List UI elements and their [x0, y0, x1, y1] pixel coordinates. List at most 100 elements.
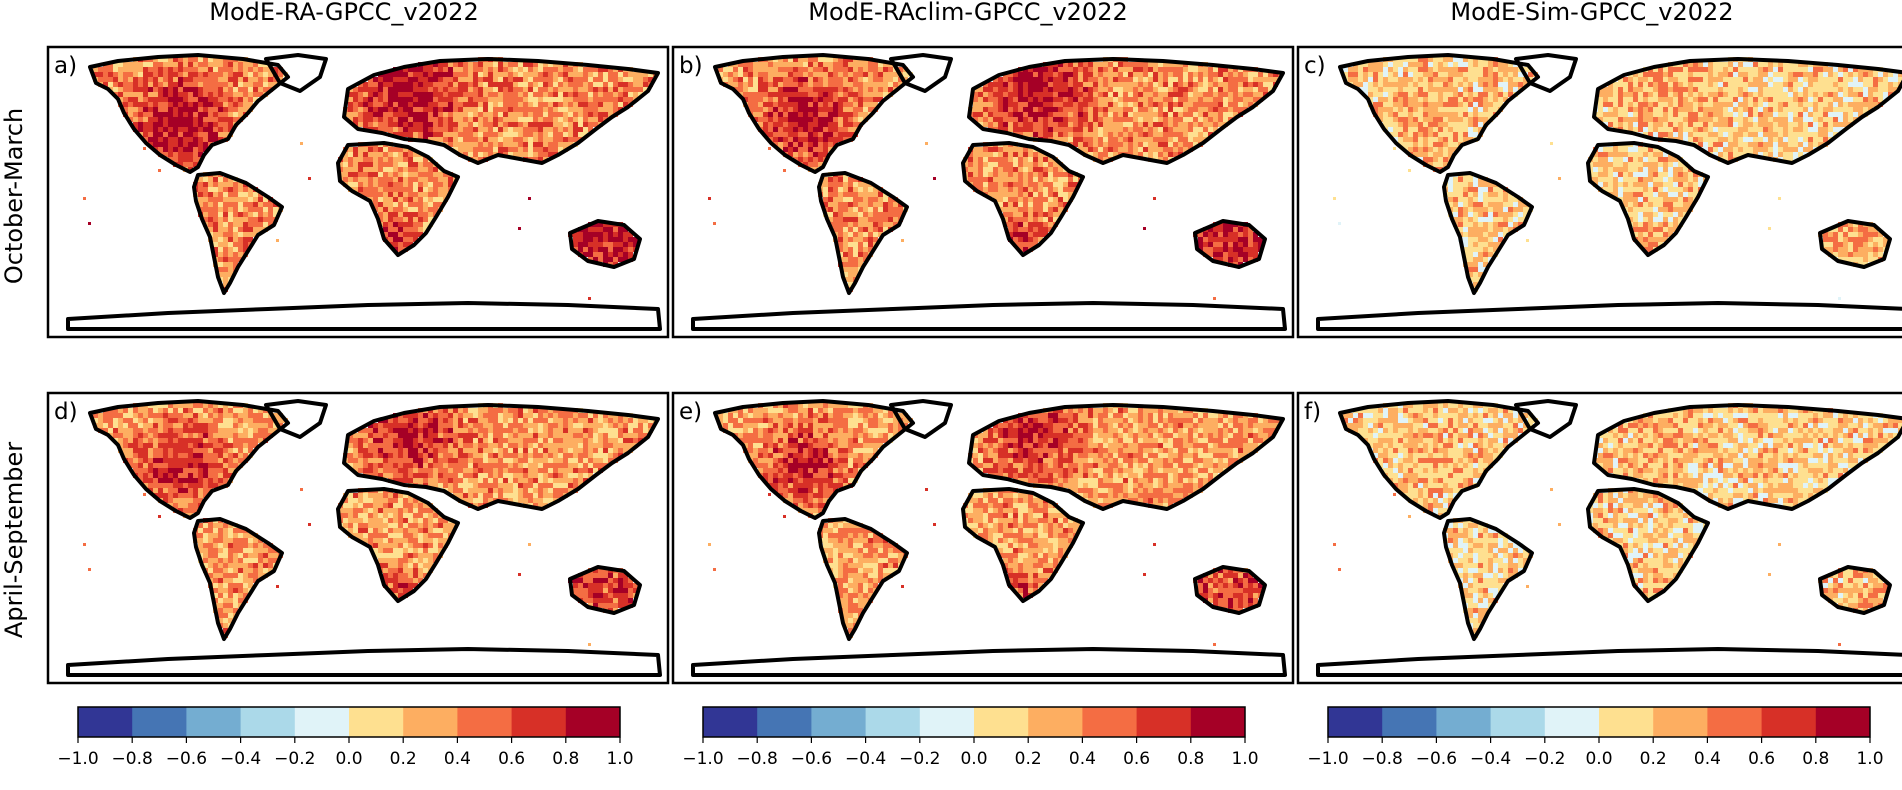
colorbar-swatch	[132, 707, 187, 737]
north-america-coastline	[713, 53, 915, 174]
australia-coastline	[568, 565, 642, 615]
colorbar-tick-label: 0.0	[1585, 749, 1612, 769]
antarctica-coastline	[1316, 647, 1902, 677]
panel-label: e)	[679, 399, 702, 425]
map-frame	[1296, 391, 1902, 685]
colorbar-tick-label: 0.4	[1069, 749, 1096, 769]
africa-coastline	[1586, 487, 1710, 603]
colorbar-tick-label: −0.2	[1524, 749, 1565, 769]
colorbar-tick-label: −0.2	[274, 749, 315, 769]
colorbar-swatch	[865, 707, 921, 737]
colorbar-swatch	[186, 707, 242, 737]
colorbar-swatch	[1544, 707, 1600, 737]
row-title-1: October-March	[0, 108, 28, 284]
map-panel-c: c)	[1296, 45, 1902, 339]
map-frame	[671, 391, 1295, 685]
colorbar-swatch	[511, 707, 567, 737]
colorbar-tick-label: 0.6	[1123, 749, 1150, 769]
colorbar-swatch	[1082, 707, 1138, 737]
eurasia-coastline	[1592, 403, 1902, 511]
colorbar-swatch	[78, 707, 133, 737]
colorbar-tick-label: −0.8	[112, 749, 153, 769]
south-america-coastline	[1442, 517, 1534, 641]
antarctica-coastline	[691, 647, 1287, 677]
colorbar-tick-label: −0.2	[899, 749, 940, 769]
australia-coastline	[568, 219, 642, 269]
australia-coastline	[1818, 219, 1892, 269]
map-panel-d: d)	[46, 391, 670, 685]
colorbar-tick-label: −1.0	[1307, 749, 1348, 769]
greenland-coastline	[889, 53, 953, 93]
colorbar-tick-label: 0.8	[552, 749, 579, 769]
greenland-coastline	[1514, 399, 1578, 439]
colorbar-tick-label: 1.0	[1231, 749, 1258, 769]
south-america-coastline	[817, 171, 909, 295]
panel-label: c)	[1304, 53, 1326, 79]
colorbar-swatch	[1653, 707, 1708, 737]
colorbar-tick-label: 0.0	[335, 749, 362, 769]
colorbar-tick-label: 1.0	[1856, 749, 1883, 769]
column-title-1: ModE-RA-GPCC_v2022	[209, 0, 478, 26]
colorbar-tick-label: −1.0	[682, 749, 723, 769]
colorbar-swatch	[811, 707, 867, 737]
column-title-2: ModE-RAclim-GPCC_v2022	[808, 0, 1127, 26]
colorbar-swatch	[294, 707, 350, 737]
map-frame	[671, 45, 1295, 339]
colorbar-swatch	[919, 707, 975, 737]
north-america-coastline	[713, 399, 915, 520]
colorbar-swatch	[1028, 707, 1083, 737]
colorbar-tick-label: 1.0	[606, 749, 633, 769]
colorbar-swatch	[565, 707, 621, 737]
map-panel-b: b)	[671, 45, 1295, 339]
colorbar-tick-label: 0.2	[390, 749, 417, 769]
column-title-3: ModE-Sim-GPCC_v2022	[1450, 0, 1733, 26]
colorbar-swatch	[1190, 707, 1246, 737]
row-title-2: April-September	[0, 442, 28, 638]
eurasia-coastline	[342, 57, 660, 165]
eurasia-coastline	[342, 403, 660, 511]
africa-coastline	[961, 141, 1085, 257]
map-frame	[46, 391, 670, 685]
colorbar-swatch	[349, 707, 404, 737]
greenland-coastline	[264, 53, 328, 93]
colorbar-swatch	[403, 707, 458, 737]
colorbar-tick-label: 0.4	[444, 749, 471, 769]
colorbar-2: −1.0 −0.8 −0.6 −0.4 −0.2 0.0 0.2 0.4 0.6 0.8 1.0	[682, 706, 1259, 769]
australia-coastline	[1818, 565, 1892, 615]
panel-label: a)	[54, 53, 77, 79]
colorbar-swatch	[1328, 707, 1383, 737]
panel-label: f)	[1304, 399, 1321, 425]
colorbar-tick-label: 0.8	[1802, 749, 1829, 769]
colorbar-swatch	[1436, 707, 1492, 737]
colorbar-tick-label: −0.4	[1470, 749, 1511, 769]
greenland-coastline	[1514, 53, 1578, 93]
south-america-coastline	[192, 171, 284, 295]
correlation-grid	[718, 403, 1283, 638]
colorbar-tick-label: −0.6	[791, 749, 832, 769]
colorbar-swatch	[1599, 707, 1654, 737]
antarctica-coastline	[1316, 301, 1902, 331]
colorbar-3: −1.0 −0.8 −0.6 −0.4 −0.2 0.0 0.2 0.4 0.6 0.8 1.0	[1307, 706, 1884, 769]
australia-coastline	[1193, 565, 1267, 615]
colorbar-tick-label: 0.2	[1640, 749, 1667, 769]
colorbar-tick-label: 0.2	[1015, 749, 1042, 769]
colorbar-1: −1.0 −0.8 −0.6 −0.4 −0.2 0.0 0.2 0.4 0.6 0.8 1.0	[57, 706, 634, 769]
north-america-coastline	[1338, 53, 1540, 174]
colorbar-swatch	[457, 707, 513, 737]
africa-coastline	[336, 487, 460, 603]
australia-coastline	[1193, 219, 1267, 269]
colorbar-tick-label: 0.0	[960, 749, 987, 769]
greenland-coastline	[264, 399, 328, 439]
colorbar-tick-label: −0.8	[737, 749, 778, 769]
colorbar-tick-label: 0.6	[498, 749, 525, 769]
colorbar-tick-label: −0.6	[1416, 749, 1457, 769]
africa-coastline	[1586, 141, 1710, 257]
north-america-coastline	[1338, 399, 1540, 520]
colorbar-swatch	[757, 707, 812, 737]
colorbar-tick-label: −0.4	[845, 749, 886, 769]
africa-coastline	[336, 141, 460, 257]
south-america-coastline	[192, 517, 284, 641]
map-frame	[46, 45, 670, 339]
map-panel-f: f)	[1296, 391, 1902, 685]
